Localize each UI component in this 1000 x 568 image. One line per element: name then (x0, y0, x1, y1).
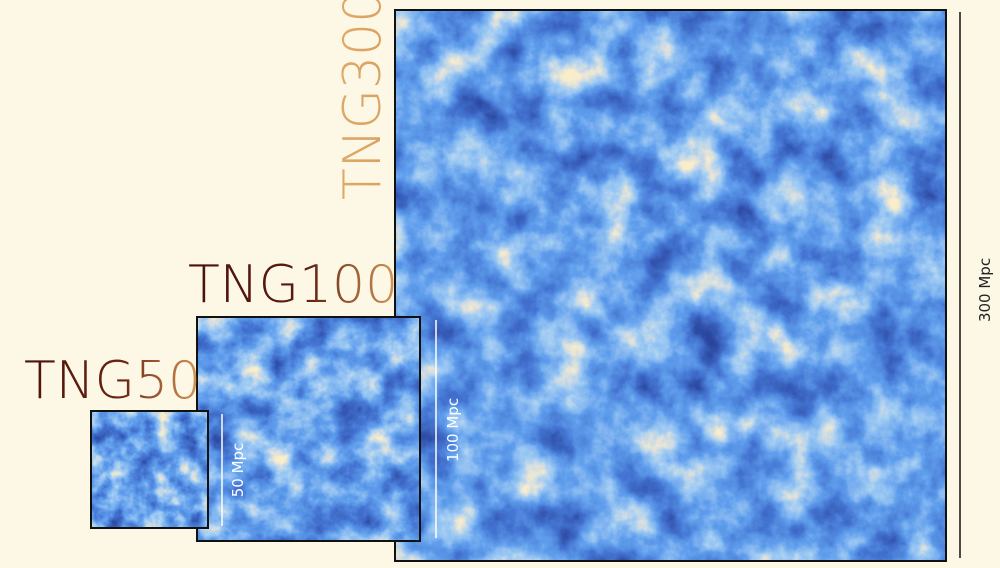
tng100-image (197, 317, 420, 541)
tng300-title: TNG300 (333, 0, 393, 200)
tng50-frame (90, 410, 209, 529)
tng300-image (395, 10, 946, 561)
tng100-title: TNG100 (188, 255, 398, 315)
scale-label-50: 50 Mpc (229, 443, 247, 498)
tng50-title: TNG50 (24, 351, 201, 411)
tng50-image (91, 411, 208, 528)
scale-label-300: 300 Mpc (976, 258, 994, 322)
tng300-frame (394, 9, 947, 562)
scale-label-100: 100 Mpc (444, 398, 462, 462)
